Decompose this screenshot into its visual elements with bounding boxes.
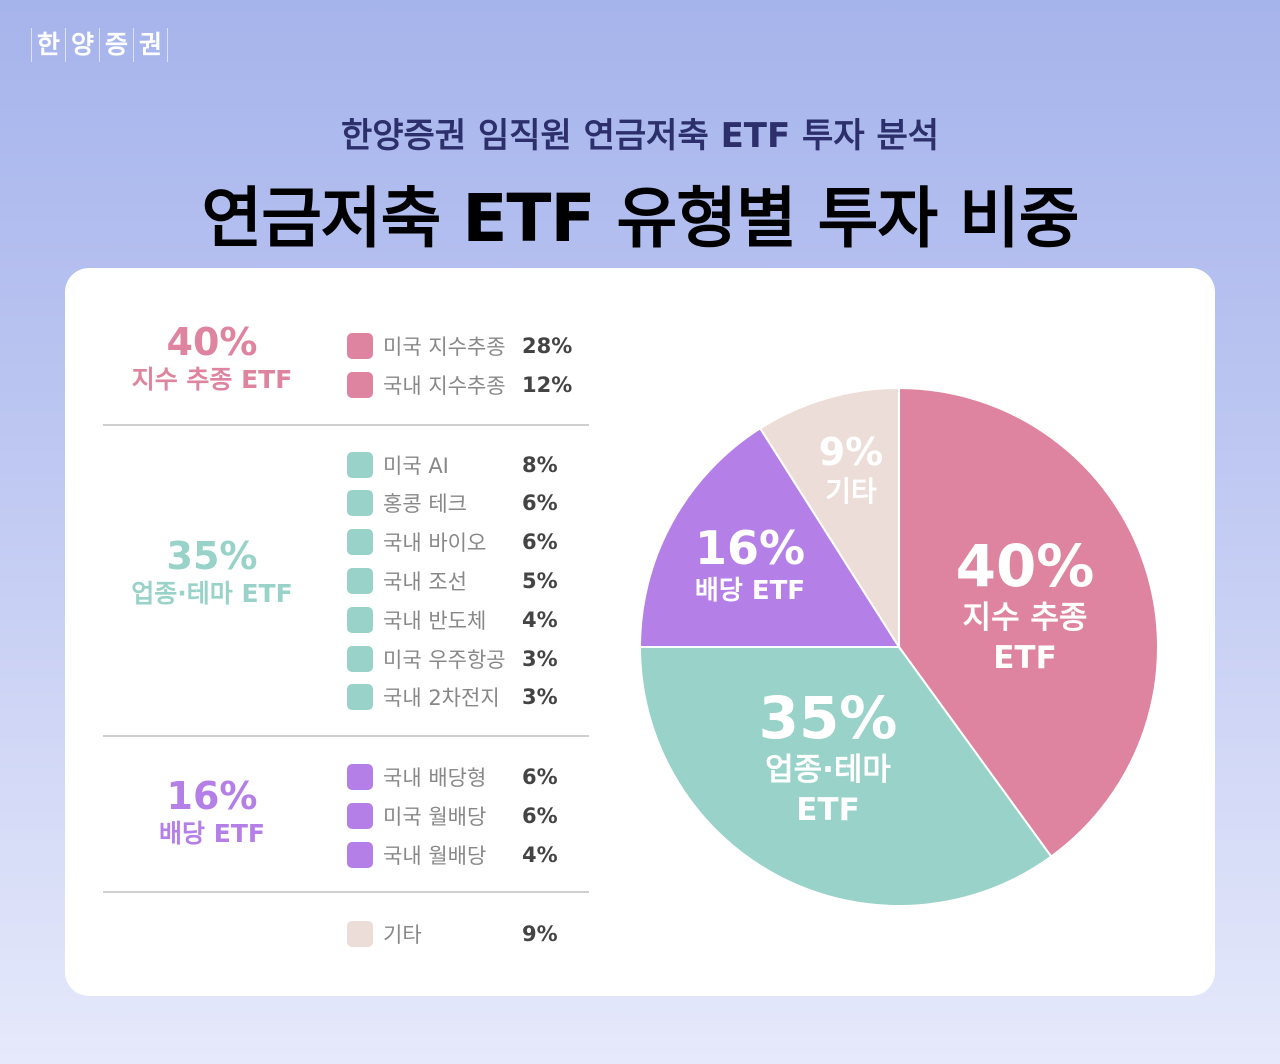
legend-item: 기타 9%	[347, 921, 558, 947]
pie-label: 9% 기타	[819, 430, 884, 510]
legend-swatch	[347, 764, 373, 790]
legend-item: 국내 2차전지 3%	[347, 684, 558, 710]
legend-label: 미국 지수추종	[383, 335, 506, 359]
logo-char: 한	[31, 28, 65, 62]
legend-value: 3%	[522, 647, 558, 671]
legend-item: 미국 우주항공 3%	[347, 646, 558, 672]
legend-swatch	[347, 452, 373, 478]
logo-char: 권	[133, 28, 169, 62]
legend-item: 국내 지수추종 12%	[347, 372, 572, 398]
divider	[103, 891, 589, 893]
legend-value: 4%	[522, 843, 558, 867]
pie-label-name: 지수 추종	[962, 600, 1088, 636]
legend-label: 국내 2차전지	[383, 686, 500, 710]
pie-chart	[638, 386, 1159, 907]
group-percent: 35%	[166, 534, 258, 578]
legend-item: 국내 월배당 4%	[347, 842, 558, 868]
legend-label: 국내 반도체	[383, 609, 487, 633]
legend-value: 6%	[522, 491, 558, 515]
legend-value: 4%	[522, 608, 558, 632]
legend-label: 홍콩 테크	[383, 492, 467, 516]
logo: 한 양 증 권	[31, 28, 169, 62]
legend-label: 미국 AI	[383, 454, 449, 478]
pie-label: 16% 배당 ETF	[695, 522, 805, 608]
slice-index	[898, 386, 1159, 858]
pie-label-percent: 16%	[694, 521, 806, 575]
legend-swatch	[347, 529, 373, 555]
group-name: 업종·테마 ETF	[131, 579, 293, 608]
pie-label-name: ETF	[993, 640, 1057, 676]
legend-label: 국내 월배당	[383, 844, 487, 868]
group-theme: 35% 업종·테마 ETF	[65, 534, 359, 610]
group-percent: 16%	[166, 774, 258, 818]
pie-label-name: ETF	[796, 792, 860, 828]
page-title: 연금저축 ETF 유형별 투자 비중	[201, 180, 1079, 257]
legend-swatch	[347, 803, 373, 829]
legend-label: 국내 배당형	[383, 766, 487, 790]
legend-swatch	[347, 646, 373, 672]
subtitle: 한양증권 임직원 연금저축 ETF 투자 분석	[340, 116, 940, 156]
pie-label-name: 기타	[825, 475, 877, 508]
pie-label-name: 업종·테마	[765, 752, 891, 788]
legend-value: 8%	[522, 453, 558, 477]
legend-swatch	[347, 607, 373, 633]
legend-label: 미국 우주항공	[383, 648, 506, 672]
legend-label: 기타	[383, 923, 422, 947]
divider	[103, 424, 589, 426]
pie-label: 35% 업종·테마 ETF	[759, 686, 898, 830]
pie-label-percent: 40%	[955, 532, 1095, 600]
legend-value: 5%	[522, 569, 558, 593]
group-dividend: 16% 배당 ETF	[65, 774, 359, 850]
legend-value: 6%	[522, 804, 558, 828]
legend-label: 국내 바이오	[383, 531, 487, 555]
legend-value: 12%	[522, 373, 573, 397]
legend-swatch	[347, 921, 373, 947]
legend-value: 28%	[522, 334, 573, 358]
legend-item: 미국 지수추종 28%	[347, 333, 572, 359]
legend-value: 9%	[522, 922, 558, 946]
legend-item: 미국 월배당 6%	[347, 803, 558, 829]
legend-label: 미국 월배당	[383, 805, 487, 829]
legend-item: 국내 조선 5%	[347, 568, 558, 594]
legend-swatch	[347, 684, 373, 710]
legend-item: 홍콩 테크 6%	[347, 490, 558, 516]
legend-item: 미국 AI 8%	[347, 452, 558, 478]
legend-item: 국내 바이오 6%	[347, 529, 558, 555]
pie-label-name: 배당 ETF	[694, 576, 806, 606]
slice-other	[758, 386, 900, 651]
group-name: 지수 추종 ETF	[131, 365, 293, 394]
legend-swatch	[347, 490, 373, 516]
pie-label-percent: 9%	[818, 430, 884, 474]
pie-label: 40% 지수 추종 ETF	[956, 534, 1095, 678]
legend-label: 국내 조선	[383, 570, 467, 594]
slice-dividend	[638, 426, 901, 648]
legend-item: 국내 배당형 6%	[347, 764, 558, 790]
legend-swatch	[347, 333, 373, 359]
legend-item: 국내 반도체 4%	[347, 607, 558, 633]
slice-theme	[638, 646, 1053, 907]
chart-card: 40% 지수 추종 ETF 35% 업종·테마 ETF 16% 배당 ETF 미…	[65, 268, 1215, 996]
group-percent: 40%	[166, 320, 258, 364]
pie-label-percent: 35%	[758, 684, 898, 752]
legend-value: 6%	[522, 530, 558, 554]
logo-char: 양	[65, 28, 99, 62]
divider	[103, 735, 589, 737]
legend-label: 국내 지수추종	[383, 374, 506, 398]
legend-value: 3%	[522, 685, 558, 709]
group-name: 배당 ETF	[159, 819, 265, 848]
group-index: 40% 지수 추종 ETF	[65, 320, 359, 396]
legend-swatch	[347, 372, 373, 398]
logo-char: 증	[99, 28, 133, 62]
legend-swatch	[347, 568, 373, 594]
legend-value: 6%	[522, 765, 558, 789]
legend-swatch	[347, 842, 373, 868]
